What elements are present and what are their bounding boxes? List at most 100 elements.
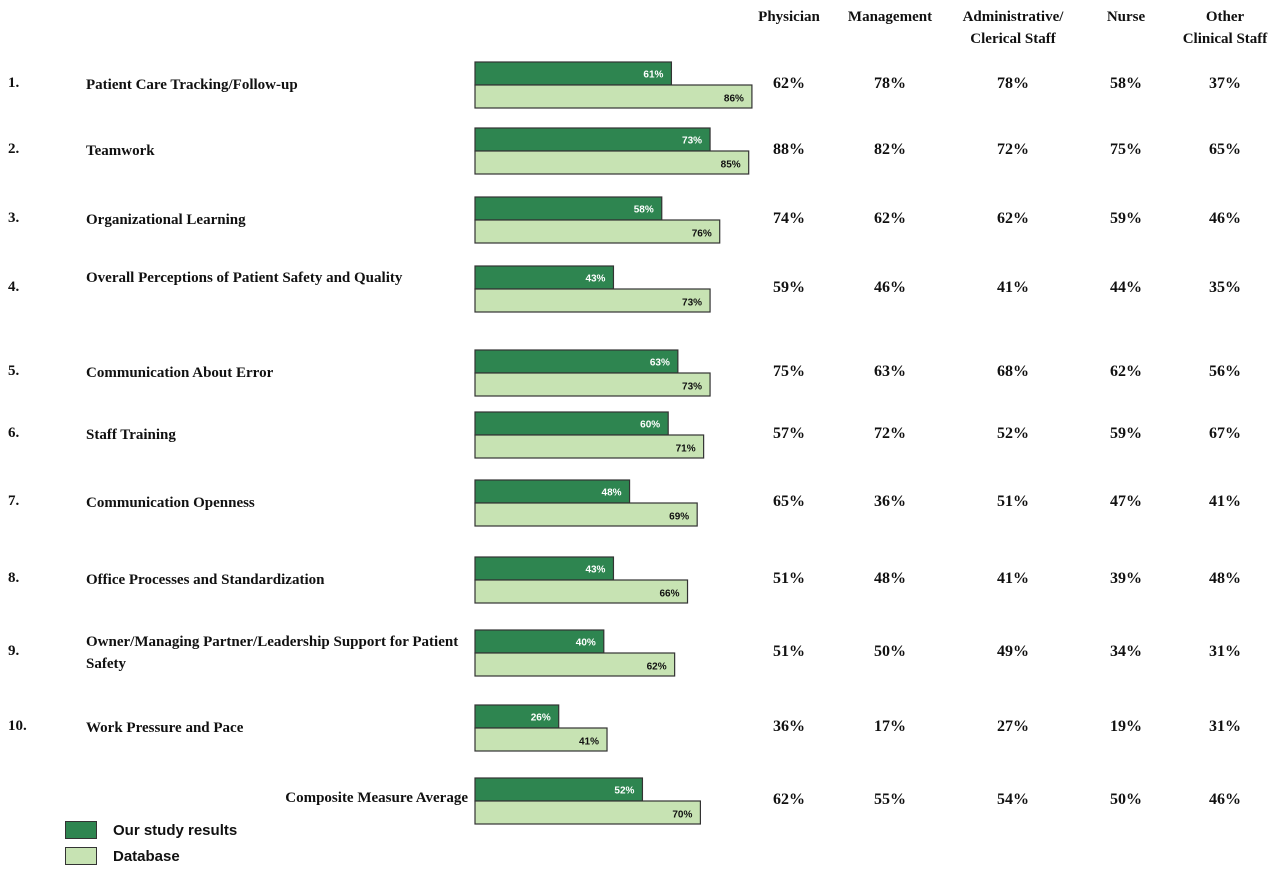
bar-database (474, 800, 701, 825)
table-cell: 41% (1209, 493, 1241, 510)
table-cell: 62% (773, 75, 805, 92)
table-cell: 63% (874, 363, 906, 380)
table-cell: 62% (874, 210, 906, 227)
table-cell: 82% (874, 141, 906, 158)
bar-database (474, 727, 608, 752)
bar-label-database: 73% (682, 382, 702, 393)
table-cell: 19% (1110, 718, 1142, 735)
table-cell: 54% (997, 791, 1029, 808)
table-cell: 50% (1110, 791, 1142, 808)
table-cell: 48% (874, 570, 906, 587)
table-cell: 51% (997, 493, 1029, 510)
bar-label-study: 43% (585, 565, 605, 576)
table-cell: 78% (874, 75, 906, 92)
bar-label-study: 26% (531, 713, 551, 724)
column-header-1: Management (847, 9, 933, 25)
legend-label-database: Database (113, 847, 180, 865)
table-cell: 36% (773, 718, 805, 735)
table-cell: 39% (1110, 570, 1142, 587)
column-header-3: Nurse (1106, 9, 1146, 25)
column-header-2: Administrative/ Clerical Staff (962, 9, 1064, 47)
table-cell: 88% (773, 141, 805, 158)
bar-study (474, 349, 679, 374)
table-cell: 48% (1209, 570, 1241, 587)
bar-label-study: 52% (614, 786, 634, 797)
row-number: 2. (8, 141, 20, 157)
category-label: Communication Openness (86, 495, 255, 511)
legend-swatch-study (65, 821, 97, 839)
bar-database (474, 372, 711, 397)
bar-study (474, 127, 711, 152)
table-cell: 74% (773, 210, 805, 227)
table-cell: 49% (997, 643, 1029, 660)
bar-database (474, 434, 705, 459)
category-label: Overall Perceptions of Patient Safety an… (86, 270, 403, 286)
table-cell: 44% (1110, 279, 1142, 296)
row-number: 8. (8, 570, 20, 586)
bar-study (474, 61, 673, 86)
table-cell: 31% (1209, 643, 1241, 660)
bar-label-study: 60% (640, 420, 660, 431)
category-label: Patient Care Tracking/Follow-up (86, 77, 298, 93)
row-number: 1. (8, 75, 20, 91)
table-cell: 62% (773, 791, 805, 808)
row-number: 4. (8, 279, 20, 295)
table-cell: 78% (997, 75, 1029, 92)
bar-database (474, 502, 698, 527)
table-cell: 37% (1209, 75, 1241, 92)
category-label: Owner/Managing Partner/Leadership Suppor… (86, 634, 459, 672)
category-label: Communication About Error (86, 365, 274, 381)
table-cell: 31% (1209, 718, 1241, 735)
table-cell: 27% (997, 718, 1029, 735)
bar-database (474, 219, 721, 244)
row-number: 3. (8, 210, 20, 226)
table-cell: 46% (1209, 210, 1241, 227)
bar-label-database: 85% (721, 160, 741, 171)
table-cell: 57% (773, 425, 805, 442)
bar-label-study: 40% (576, 638, 596, 649)
table-cell: 59% (1110, 425, 1142, 442)
table-cell: 52% (997, 425, 1029, 442)
table-cell: 59% (1110, 210, 1142, 227)
bar-label-database: 66% (660, 589, 680, 600)
legend-item-study: Our study results (65, 821, 237, 839)
table-cell: 55% (874, 791, 906, 808)
bar-label-study: 48% (602, 488, 622, 499)
table-cell: 56% (1209, 363, 1241, 380)
table-cell: 36% (874, 493, 906, 510)
column-header-4: Other Clinical Staff (1182, 9, 1268, 47)
table-cell: 50% (874, 643, 906, 660)
bar-database (474, 84, 753, 109)
bar-label-database: 71% (676, 444, 696, 455)
table-cell: 65% (1209, 141, 1241, 158)
row-number: 7. (8, 493, 20, 509)
row-number: 9. (8, 643, 20, 659)
table-cell: 51% (773, 570, 805, 587)
bar-label-database: 70% (672, 810, 692, 821)
category-label: Work Pressure and Pace (86, 720, 244, 736)
bar-label-database: 86% (724, 94, 744, 105)
table-cell: 51% (773, 643, 805, 660)
category-label: Staff Training (86, 427, 176, 443)
bar-label-database: 73% (682, 298, 702, 309)
bar-label-database: 69% (669, 512, 689, 523)
row-number: 6. (8, 425, 20, 441)
bar-database (474, 150, 750, 175)
table-cell: 35% (1209, 279, 1241, 296)
table-cell: 47% (1110, 493, 1142, 510)
row-number: 5. (8, 363, 20, 379)
bar-label-study: 73% (682, 136, 702, 147)
table-cell: 62% (1110, 363, 1142, 380)
table-cell: 58% (1110, 75, 1142, 92)
bar-label-study: 58% (634, 205, 654, 216)
table-cell: 72% (874, 425, 906, 442)
table-cell: 34% (1110, 643, 1142, 660)
table-cell: 59% (773, 279, 805, 296)
bar-label-database: 62% (647, 662, 667, 673)
table-cell: 41% (997, 570, 1029, 587)
column-header-0: Physician (758, 9, 820, 25)
table-cell: 75% (773, 363, 805, 380)
bar-database (474, 288, 711, 313)
table-cell: 67% (1209, 425, 1241, 442)
